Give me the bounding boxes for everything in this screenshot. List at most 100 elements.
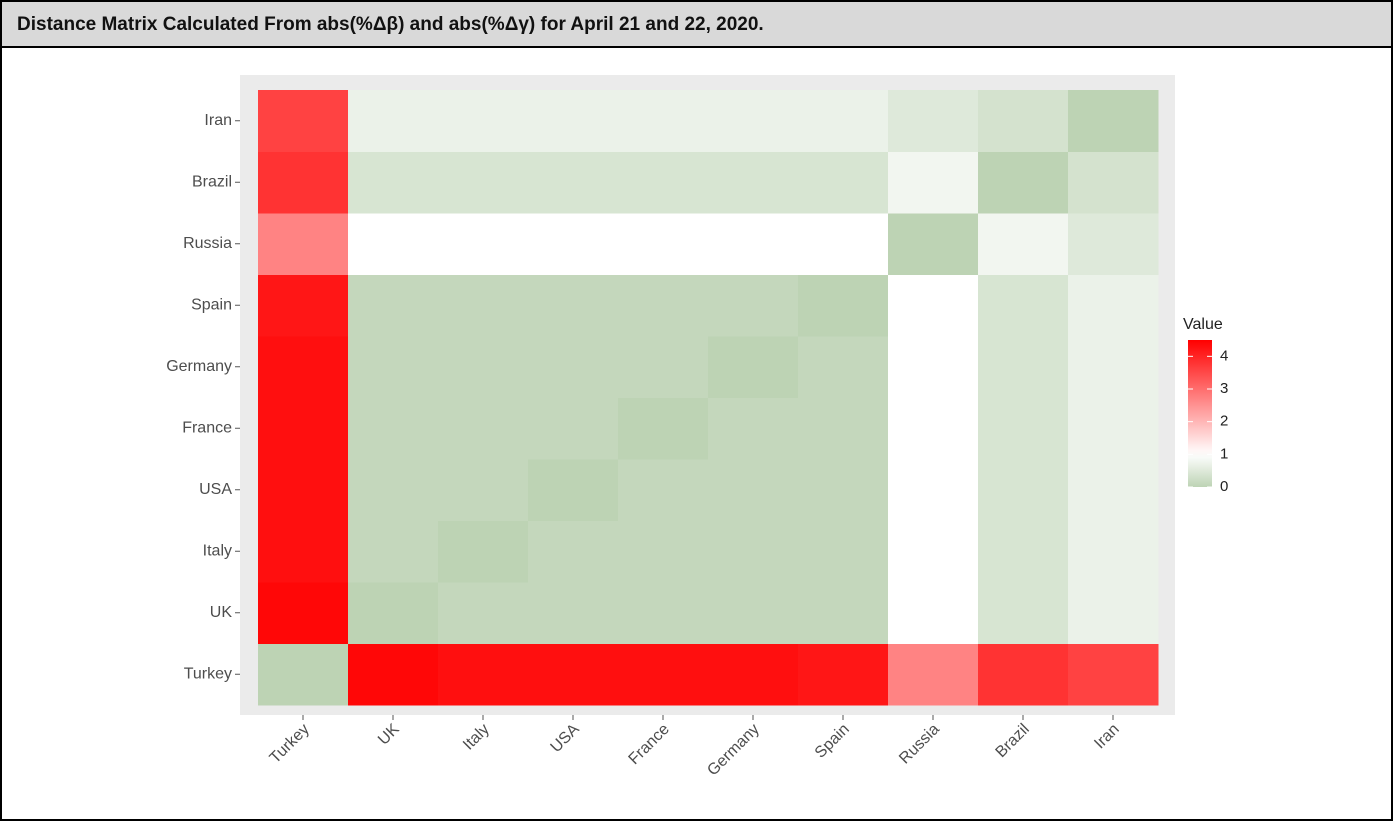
tile	[618, 213, 709, 275]
tile	[348, 336, 439, 398]
title-bar	[0, 0, 1393, 48]
tile	[1068, 520, 1159, 583]
colorbar-label: 3	[1220, 380, 1228, 397]
tile	[258, 336, 349, 398]
y-tick-label: Spain	[191, 296, 232, 313]
tile	[618, 520, 709, 583]
tile	[798, 151, 889, 214]
tile	[888, 520, 979, 583]
colorbar	[1188, 340, 1212, 487]
tile	[258, 643, 349, 706]
tile	[438, 520, 529, 583]
tile	[528, 90, 619, 152]
tile	[798, 582, 889, 644]
tile	[1068, 397, 1159, 460]
tile	[1068, 459, 1159, 521]
tile	[798, 643, 889, 706]
y-tick-label: France	[182, 419, 232, 436]
tile	[618, 643, 709, 706]
tile	[348, 151, 439, 214]
y-tick-label: USA	[199, 481, 232, 498]
tile	[978, 274, 1069, 337]
tile	[438, 582, 529, 644]
y-tick-label: Russia	[183, 235, 232, 252]
tile	[618, 459, 709, 521]
tile	[888, 643, 979, 706]
tile	[618, 90, 709, 152]
tile	[258, 397, 349, 460]
tile	[798, 90, 889, 152]
tile	[618, 397, 709, 460]
y-tick-label: Turkey	[184, 665, 232, 682]
tile	[798, 213, 889, 275]
tile	[618, 582, 709, 644]
tile	[708, 274, 799, 337]
y-tick-label: Italy	[203, 542, 232, 559]
tile	[258, 213, 349, 275]
tile	[1068, 213, 1159, 275]
tile	[438, 459, 529, 521]
tile	[348, 582, 439, 644]
tile	[348, 90, 439, 152]
tile	[618, 336, 709, 398]
tile	[348, 643, 439, 706]
tile	[888, 151, 979, 214]
colorbar-label: 4	[1220, 347, 1228, 364]
tile	[438, 213, 529, 275]
tile	[1068, 336, 1159, 398]
colorbar-label: 0	[1220, 478, 1228, 495]
colorbar-label: 2	[1220, 413, 1228, 430]
tile	[708, 90, 799, 152]
tile	[708, 520, 799, 583]
tile	[528, 459, 619, 521]
tile	[888, 90, 979, 152]
tile	[888, 213, 979, 275]
tile	[528, 274, 619, 337]
chart-title: Distance Matrix Calculated From abs(%Δβ)…	[17, 14, 764, 35]
tile	[978, 520, 1069, 583]
tile	[708, 582, 799, 644]
tile	[438, 90, 529, 152]
y-tick-label: Germany	[166, 358, 232, 375]
legend-title: Value	[1183, 316, 1223, 333]
tile	[888, 336, 979, 398]
tile	[258, 582, 349, 644]
tile	[1068, 643, 1159, 706]
tile	[438, 151, 529, 214]
tile	[708, 151, 799, 214]
tile	[708, 213, 799, 275]
tile	[888, 459, 979, 521]
tile	[708, 643, 799, 706]
tile	[798, 459, 889, 521]
tile	[1068, 151, 1159, 214]
tile	[978, 213, 1069, 275]
tile	[798, 397, 889, 460]
tile	[348, 274, 439, 337]
tile	[978, 397, 1069, 460]
y-tick-label: UK	[210, 604, 233, 621]
tile	[618, 274, 709, 337]
tile	[798, 274, 889, 337]
tile	[528, 213, 619, 275]
tile	[888, 582, 979, 644]
tile	[348, 520, 439, 583]
tile	[978, 90, 1069, 152]
tile	[708, 336, 799, 398]
tile	[708, 397, 799, 460]
tile	[888, 397, 979, 460]
tile	[978, 459, 1069, 521]
tile	[528, 397, 619, 460]
tile	[1068, 274, 1159, 337]
tile	[798, 336, 889, 398]
tile	[438, 643, 529, 706]
tile	[978, 336, 1069, 398]
colorbar-label: 1	[1220, 445, 1228, 462]
tile	[438, 336, 529, 398]
tile	[1068, 582, 1159, 644]
tile	[258, 90, 349, 152]
tile	[888, 274, 979, 337]
tile	[978, 643, 1069, 706]
tile	[978, 151, 1069, 214]
tile	[618, 151, 709, 214]
